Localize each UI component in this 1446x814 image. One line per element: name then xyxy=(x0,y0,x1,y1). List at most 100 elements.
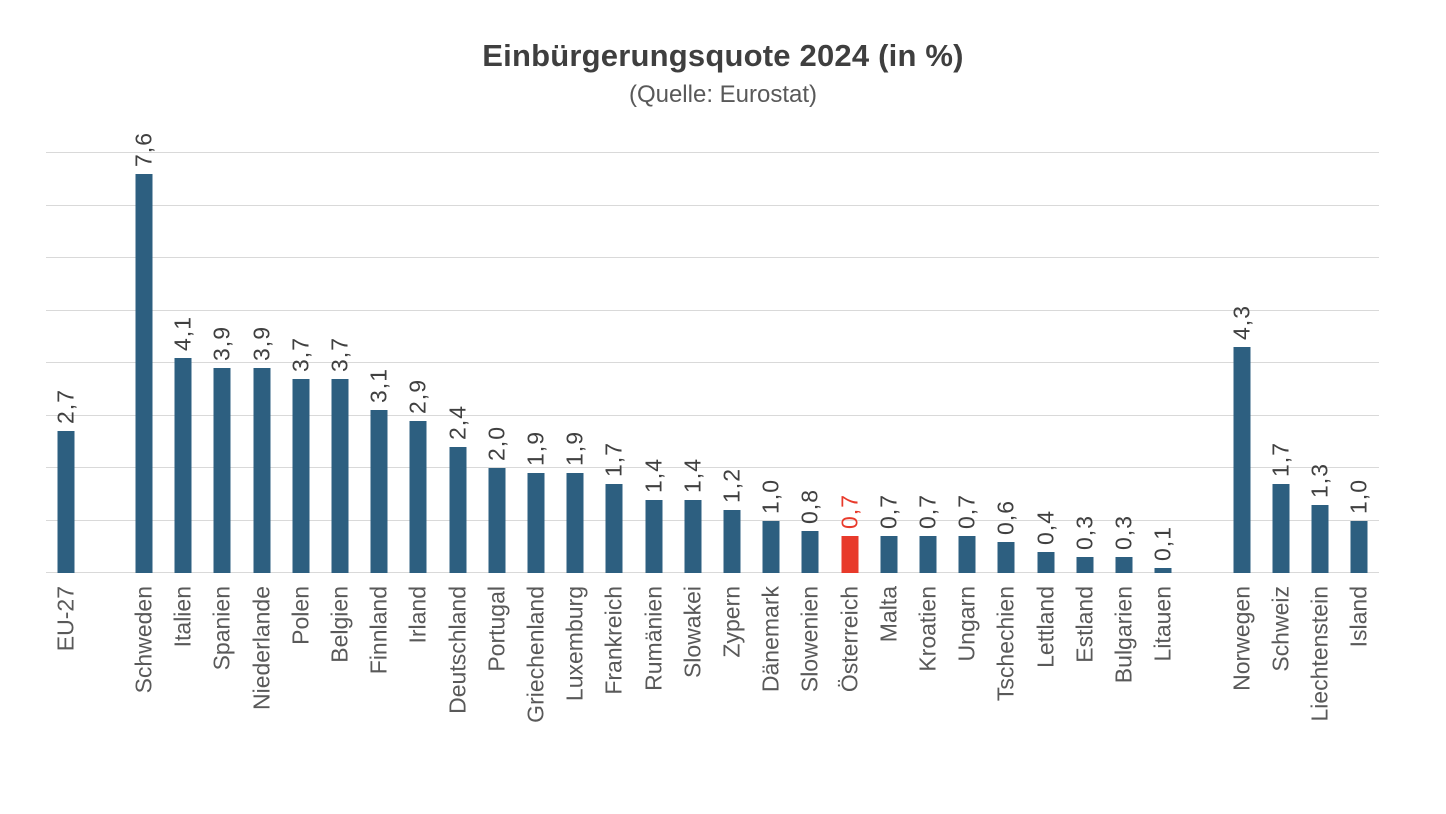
category-label-italien: Italien xyxy=(169,586,196,648)
value-label-island: 1,0 xyxy=(1345,478,1372,514)
bar-belgien xyxy=(331,378,349,573)
bar-bulgarien xyxy=(1115,557,1133,573)
category-label-tschechien: Tschechien xyxy=(992,586,1019,702)
bar-slot-lettland: 0,4 Lettland xyxy=(1026,153,1065,668)
category-label-belgien: Belgien xyxy=(326,586,353,663)
value-label-rumaenien: 1,4 xyxy=(640,457,667,493)
chart-header: Einbürgerungsquote 2024 (in %) (Quelle: … xyxy=(0,38,1446,109)
category-label-frankreich: Frankreich xyxy=(600,586,627,695)
bar-norwegen xyxy=(1233,347,1251,573)
slot-gap xyxy=(85,153,124,573)
value-label-ungarn: 0,7 xyxy=(953,494,980,530)
value-label-malta: 0,7 xyxy=(875,494,902,530)
bar-malta xyxy=(880,536,898,573)
bar-daenemark xyxy=(762,520,780,573)
bar-slot-malta: 0,7 Malta xyxy=(869,153,908,642)
category-label-niederlande: Niederlande xyxy=(248,586,275,711)
bar-slot-slowenien: 0,8 Slowenien xyxy=(791,153,830,692)
value-label-griechenland: 1,9 xyxy=(522,431,549,467)
bar-slot-spanien: 3,9 Spanien xyxy=(203,153,242,670)
value-label-finnland: 3,1 xyxy=(365,368,392,404)
category-label-griechenland: Griechenland xyxy=(522,586,549,723)
bar-eu-27 xyxy=(57,431,75,573)
value-label-oesterreich: 0,7 xyxy=(836,494,863,530)
bar-slot-polen: 3,7 Polen xyxy=(281,153,320,645)
value-label-slowakei: 1,4 xyxy=(679,457,706,493)
bar-slot-irland: 2,9 Irland xyxy=(399,153,438,644)
value-label-estland: 0,3 xyxy=(1071,515,1098,551)
bar-irland xyxy=(409,420,427,573)
category-label-rumaenien: Rumänien xyxy=(640,586,667,691)
value-label-schweiz: 1,7 xyxy=(1267,441,1294,477)
value-label-zypern: 1,2 xyxy=(718,468,745,503)
gridline-y0 xyxy=(46,572,1379,573)
value-label-frankreich: 1,7 xyxy=(600,441,627,477)
bar-oesterreich xyxy=(841,536,859,573)
category-label-irland: Irland xyxy=(404,586,431,644)
value-label-luxemburg: 1,9 xyxy=(561,431,588,467)
bar-slot-eu-27: 2,7 EU-27 xyxy=(46,153,85,651)
category-label-slowenien: Slowenien xyxy=(796,586,823,693)
bar-slot-liechtenstein: 1,3 Liechtenstein xyxy=(1301,153,1340,722)
category-label-spanien: Spanien xyxy=(208,586,235,671)
value-label-irland: 2,9 xyxy=(404,378,431,414)
category-label-norwegen: Norwegen xyxy=(1228,586,1255,691)
bar-slot-oesterreich: 0,7 Österreich xyxy=(830,153,869,692)
gridline-y3 xyxy=(46,414,1379,416)
bar-frankreich xyxy=(605,483,623,573)
bar-spanien xyxy=(213,368,231,573)
bar-slowakei xyxy=(684,499,702,573)
value-label-lettland: 0,4 xyxy=(1032,510,1059,545)
bar-slot-luxemburg: 1,9 Luxemburg xyxy=(556,153,595,701)
bar-deutschland xyxy=(449,447,467,573)
bar-italien xyxy=(174,357,192,573)
bar-slot-niederlande: 3,9 Niederlande xyxy=(242,153,281,710)
value-label-slowenien: 0,8 xyxy=(796,489,823,524)
bar-finnland xyxy=(370,410,388,573)
bar-island xyxy=(1350,520,1368,573)
bar-slot-frankreich: 1,7 Frankreich xyxy=(595,153,634,695)
category-label-zypern: Zypern xyxy=(718,586,745,658)
bar-slot-estland: 0,3 Estland xyxy=(1065,153,1104,662)
value-label-kroatien: 0,7 xyxy=(914,494,941,530)
bar-niederlande xyxy=(253,368,271,573)
bar-slot-ungarn: 0,7 Ungarn xyxy=(948,153,987,661)
bar-slot-tschechien: 0,6 Tschechien xyxy=(987,153,1026,702)
category-label-schweden: Schweden xyxy=(130,586,157,694)
gridline-y7 xyxy=(46,204,1379,206)
category-label-bulgarien: Bulgarien xyxy=(1110,586,1137,684)
bar-schweiz xyxy=(1272,483,1290,573)
bar-slot-schweiz: 1,7 Schweiz xyxy=(1261,153,1300,672)
bar-slot-island: 1,0 Island xyxy=(1340,153,1379,648)
bar-portugal xyxy=(488,468,506,573)
bar-schweden xyxy=(135,174,153,573)
bar-lettland xyxy=(1037,552,1055,573)
category-label-estland: Estland xyxy=(1071,586,1098,663)
value-label-eu-27: 2,7 xyxy=(52,389,79,425)
bar-slot-zypern: 1,2 Zypern xyxy=(712,153,751,658)
bar-kroatien xyxy=(919,536,937,573)
bar-slot-rumaenien: 1,4 Rumänien xyxy=(634,153,673,691)
bar-slot-schweden: 7,6 Schweden xyxy=(124,132,163,693)
category-label-malta: Malta xyxy=(875,586,902,643)
gridline-y6 xyxy=(46,257,1379,258)
category-label-finnland: Finnland xyxy=(365,586,392,675)
bar-litauen xyxy=(1154,567,1172,573)
category-label-polen: Polen xyxy=(287,586,314,645)
category-label-slowakei: Slowakei xyxy=(679,586,706,679)
bar-slot-kroatien: 0,7 Kroatien xyxy=(908,153,947,671)
value-label-daenemark: 1,0 xyxy=(757,478,784,514)
bars-row: 2,7 EU-27 7,6 Schweden 4,1 Italien 3,9 Spanien 3… xyxy=(46,132,1379,723)
value-label-portugal: 2,0 xyxy=(483,426,510,461)
bar-tschechien xyxy=(997,541,1015,573)
category-label-litauen: Litauen xyxy=(1149,586,1176,662)
slot-gap xyxy=(1183,153,1222,573)
value-label-liechtenstein: 1,3 xyxy=(1306,462,1333,498)
bar-liechtenstein xyxy=(1311,504,1329,573)
bar-polen xyxy=(292,378,310,573)
bar-zypern xyxy=(723,510,741,573)
category-label-daenemark: Dänemark xyxy=(757,586,784,693)
value-label-deutschland: 2,4 xyxy=(444,405,471,440)
bar-estland xyxy=(1076,557,1094,573)
